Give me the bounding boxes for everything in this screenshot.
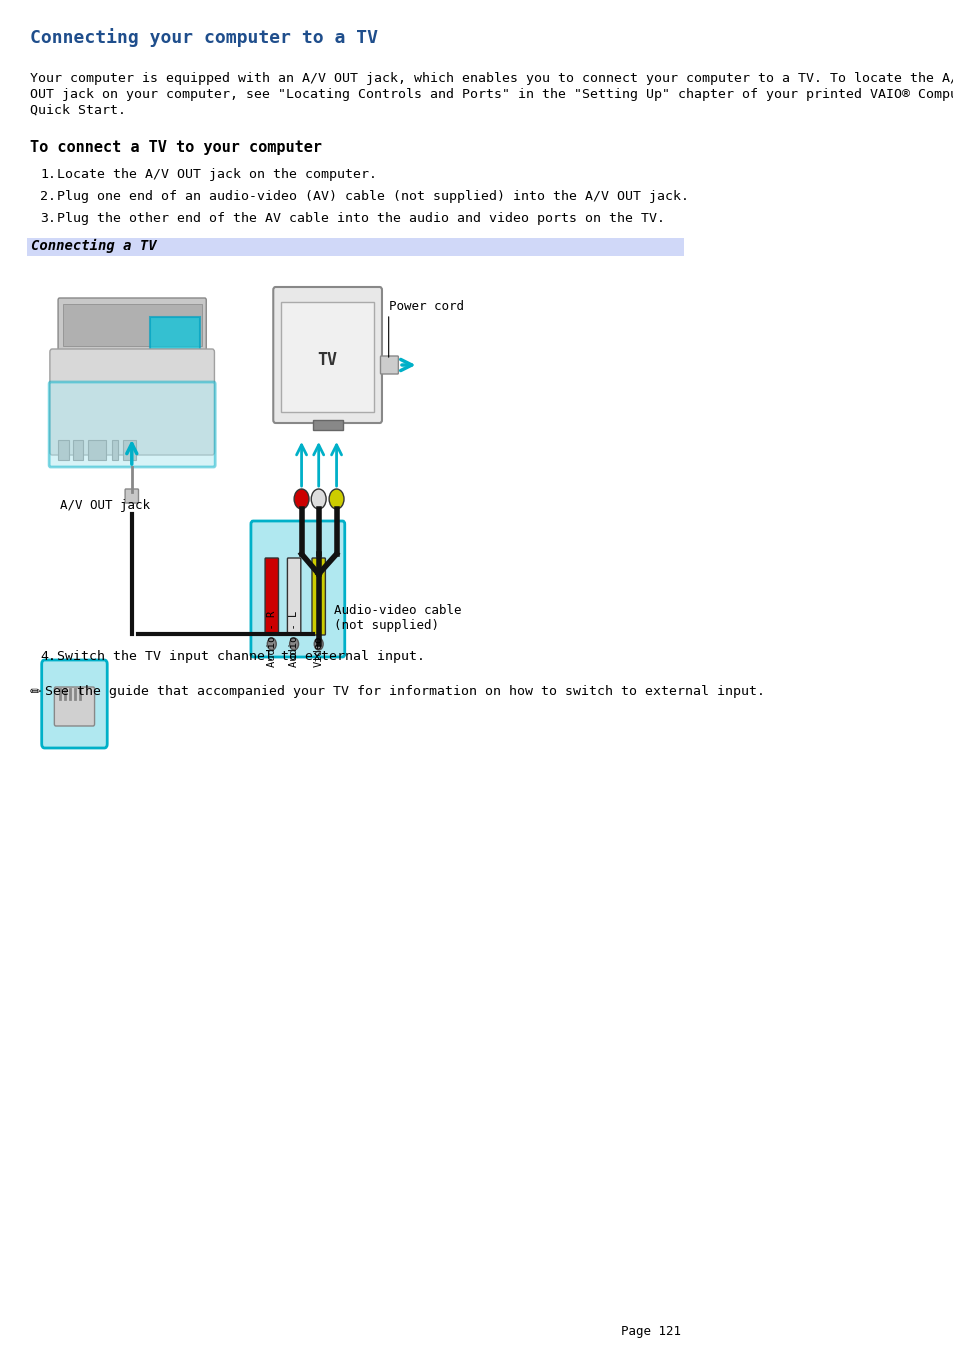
Text: Audio-video cable
(not supplied): Audio-video cable (not supplied) xyxy=(334,604,460,632)
Circle shape xyxy=(294,489,309,509)
Circle shape xyxy=(314,638,323,650)
FancyBboxPatch shape xyxy=(125,489,138,503)
Text: A/V OUT jack: A/V OUT jack xyxy=(59,499,150,512)
FancyBboxPatch shape xyxy=(313,420,342,430)
Text: OUT jack on your computer, see "Locating Controls and Ports" in the "Setting Up": OUT jack on your computer, see "Locating… xyxy=(30,88,953,101)
FancyBboxPatch shape xyxy=(63,304,202,346)
Text: Power cord: Power cord xyxy=(388,300,463,313)
Text: 3.: 3. xyxy=(40,212,56,226)
Text: Switch the TV input channel to external input.: Switch the TV input channel to external … xyxy=(56,650,424,663)
Text: Connecting a TV: Connecting a TV xyxy=(31,239,156,253)
FancyBboxPatch shape xyxy=(281,303,374,412)
Text: TV: TV xyxy=(317,351,337,369)
Text: ✏: ✏ xyxy=(30,685,41,698)
FancyBboxPatch shape xyxy=(312,558,325,635)
Text: Connecting your computer to a TV: Connecting your computer to a TV xyxy=(30,28,377,47)
Text: Your computer is equipped with an A/V OUT jack, which enables you to connect you: Your computer is equipped with an A/V OU… xyxy=(30,72,953,85)
FancyBboxPatch shape xyxy=(72,440,83,459)
FancyBboxPatch shape xyxy=(151,317,199,357)
FancyBboxPatch shape xyxy=(112,440,117,459)
FancyBboxPatch shape xyxy=(273,286,381,423)
Circle shape xyxy=(329,489,344,509)
FancyBboxPatch shape xyxy=(265,558,278,635)
FancyBboxPatch shape xyxy=(50,349,214,455)
FancyBboxPatch shape xyxy=(251,521,344,657)
Text: Page 121: Page 121 xyxy=(619,1325,679,1337)
FancyBboxPatch shape xyxy=(42,661,107,748)
Text: Video: Video xyxy=(314,636,323,667)
FancyBboxPatch shape xyxy=(380,357,398,374)
Text: Locate the A/V OUT jack on the computer.: Locate the A/V OUT jack on the computer. xyxy=(56,168,376,181)
FancyBboxPatch shape xyxy=(58,440,69,459)
Circle shape xyxy=(267,638,276,650)
Text: To connect a TV to your computer: To connect a TV to your computer xyxy=(30,141,321,155)
FancyBboxPatch shape xyxy=(287,558,300,635)
FancyBboxPatch shape xyxy=(58,299,206,353)
Text: Audio - L: Audio - L xyxy=(289,611,299,667)
Text: Plug the other end of the AV cable into the audio and video ports on the TV.: Plug the other end of the AV cable into … xyxy=(56,212,664,226)
FancyBboxPatch shape xyxy=(50,382,215,467)
Text: Audio - R: Audio - R xyxy=(267,611,276,667)
FancyBboxPatch shape xyxy=(123,440,136,459)
Text: 1.: 1. xyxy=(40,168,56,181)
Circle shape xyxy=(290,638,298,650)
FancyBboxPatch shape xyxy=(54,688,94,725)
FancyBboxPatch shape xyxy=(88,440,106,459)
Circle shape xyxy=(311,489,326,509)
Text: 4.: 4. xyxy=(40,650,56,663)
Text: 2.: 2. xyxy=(40,190,56,203)
Text: Quick Start.: Quick Start. xyxy=(30,104,126,118)
Text: See the guide that accompanied your TV for information on how to switch to exter: See the guide that accompanied your TV f… xyxy=(45,685,764,698)
FancyBboxPatch shape xyxy=(27,238,683,255)
Text: Plug one end of an audio-video (AV) cable (not supplied) into the A/V OUT jack.: Plug one end of an audio-video (AV) cabl… xyxy=(56,190,688,203)
